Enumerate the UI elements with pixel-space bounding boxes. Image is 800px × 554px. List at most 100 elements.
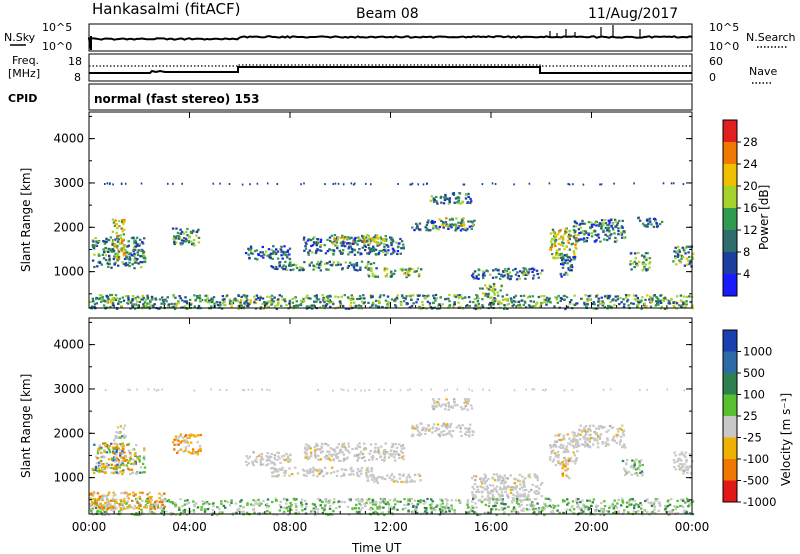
echo-cell — [495, 489, 498, 492]
echo-cell — [387, 305, 390, 308]
echo-cell — [202, 503, 205, 506]
echo-cell — [572, 235, 575, 238]
echo-cell — [182, 237, 186, 240]
echo-cell — [406, 270, 409, 273]
echo-cell — [454, 223, 457, 226]
echo-cell — [436, 400, 439, 404]
echo-cell — [627, 500, 631, 503]
echo-cell — [571, 439, 574, 442]
echo-cell — [617, 233, 620, 236]
echo-cell — [103, 510, 106, 513]
echo-cell — [110, 466, 113, 470]
echo-cell — [576, 442, 580, 446]
noise-sky-trace — [87, 35, 693, 51]
echo-cell — [494, 504, 497, 508]
echo-cell — [198, 444, 202, 448]
echo-cell — [444, 195, 447, 198]
echo-cell — [392, 240, 395, 243]
echo-cell — [378, 452, 381, 455]
echo-cell — [640, 504, 643, 507]
echo-cell — [400, 456, 404, 459]
echo-cell — [492, 505, 495, 508]
echo-cell — [421, 294, 425, 297]
echo-cell — [298, 269, 301, 272]
echo-cell — [351, 507, 354, 510]
echo-cell — [333, 234, 337, 237]
echo-cell — [530, 488, 533, 492]
echo-cell — [267, 505, 270, 508]
echo-cell — [371, 295, 374, 299]
echo-cell — [97, 448, 100, 451]
colorbar-tick-label: 20 — [743, 179, 758, 193]
echo-cell — [583, 426, 586, 429]
echo-cell — [273, 470, 276, 473]
echo-cell — [357, 240, 360, 243]
echo-cell — [177, 300, 180, 303]
echo-cell — [233, 298, 236, 301]
date-title: 11/Aug/2017 — [588, 6, 678, 22]
echo-cell — [90, 512, 93, 515]
echo-cell — [486, 499, 490, 502]
echo-cell — [286, 250, 289, 253]
echo-cell — [466, 503, 469, 506]
echo-cell — [411, 182, 414, 185]
echo-cell — [112, 298, 115, 302]
echo-cell — [654, 304, 658, 307]
echo-cell — [109, 293, 112, 297]
echo-cell — [437, 433, 441, 436]
echo-cell — [569, 234, 572, 237]
echo-cell — [582, 510, 585, 513]
echo-cell — [573, 431, 576, 434]
echo-cell — [335, 238, 338, 241]
echo-cell — [332, 459, 335, 462]
echo-cell — [313, 510, 316, 513]
echo-cell — [688, 502, 692, 505]
echo-cell — [387, 503, 390, 506]
echo-cell — [483, 476, 487, 480]
echo-cell — [408, 269, 411, 272]
echo-cell — [431, 500, 434, 503]
echo-cell — [124, 254, 127, 257]
echo-cell — [135, 499, 138, 502]
echo-cell — [191, 448, 195, 451]
echo-cell — [674, 468, 677, 471]
echo-cell — [575, 497, 578, 500]
colorbar-swatch — [723, 208, 737, 231]
echo-cell — [136, 501, 140, 505]
echo-cell — [495, 513, 498, 516]
echo-cell — [270, 452, 273, 455]
echo-cell — [192, 511, 196, 514]
echo-cell — [263, 253, 266, 256]
echo-cell — [491, 484, 495, 487]
echo-cell — [592, 424, 595, 427]
echo-cell — [614, 220, 617, 223]
echo-cell — [324, 304, 327, 308]
echo-cell — [423, 506, 427, 510]
echo-cell — [617, 498, 621, 501]
echo-cell — [329, 504, 332, 507]
echo-cell — [428, 304, 432, 307]
echo-cell — [393, 508, 396, 511]
echo-cell — [513, 477, 516, 480]
echo-cell — [468, 427, 471, 430]
echo-cell — [192, 503, 196, 507]
echo-cell — [592, 223, 595, 226]
echo-cell — [525, 504, 529, 507]
echo-cell — [119, 236, 122, 240]
echo-cell — [315, 266, 318, 269]
echo-cell — [446, 388, 449, 391]
echo-cell — [143, 506, 146, 509]
echo-cell — [570, 299, 573, 302]
echo-cell — [540, 481, 544, 484]
echo-cell — [685, 245, 689, 248]
echo-cell — [196, 296, 199, 299]
echo-cell — [91, 494, 94, 497]
echo-cell — [685, 303, 688, 306]
echo-cell — [139, 497, 142, 500]
echo-cell — [114, 436, 117, 440]
echo-cell — [632, 294, 636, 297]
echo-cell — [358, 445, 362, 448]
echo-cell — [644, 298, 647, 301]
echo-cell — [358, 510, 361, 513]
echo-cell — [420, 268, 423, 271]
